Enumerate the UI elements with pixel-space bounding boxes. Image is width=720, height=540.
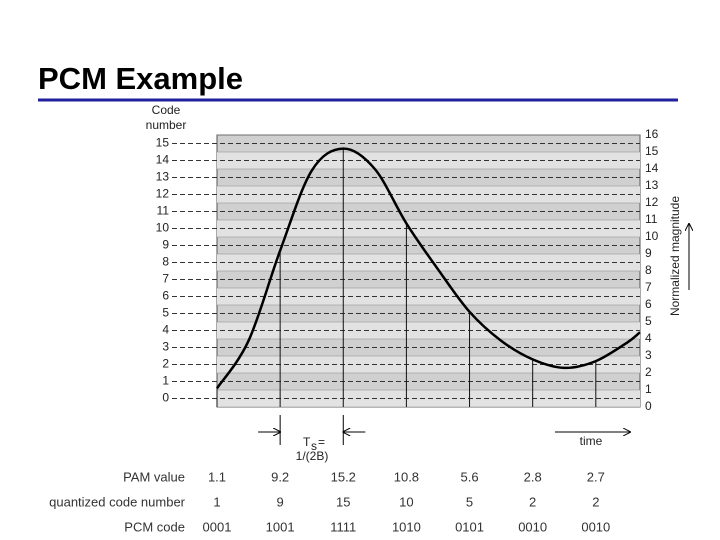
y2-tick-label: 13 <box>156 170 170 184</box>
table-cell: 1001 <box>266 519 295 534</box>
table-cell: 0010 <box>518 519 547 534</box>
table-cell: 1111 <box>330 519 356 534</box>
table-cell: 1.1 <box>208 469 226 484</box>
table-cell: 2 <box>592 494 599 509</box>
y2-tick-label: 3 <box>162 340 169 354</box>
table-cell: 0101 <box>455 519 484 534</box>
y-tick-label: 8 <box>645 263 652 277</box>
y-tick-label: 13 <box>645 178 659 192</box>
table-cell: 2.8 <box>524 469 542 484</box>
y2-axis-label: number <box>146 118 187 132</box>
y2-tick-label: 4 <box>162 323 169 337</box>
ts-equals: = <box>318 435 325 449</box>
table-cell: 15 <box>336 494 350 509</box>
ts-symbol: T <box>303 435 311 449</box>
y-tick-label: 14 <box>645 161 659 175</box>
table-cell: 5 <box>466 494 473 509</box>
row-label: PAM value <box>123 469 185 484</box>
y2-tick-label: 14 <box>156 153 170 167</box>
y2-tick-label: 9 <box>162 238 169 252</box>
y2-tick-label: 5 <box>162 306 169 320</box>
table-cell: 15.2 <box>331 469 356 484</box>
y-tick-label: 16 <box>645 127 659 141</box>
signal-curve <box>215 147 641 390</box>
y2-tick-label: 15 <box>156 136 170 150</box>
y-tick-label: 7 <box>645 280 652 294</box>
table-cell: 0001 <box>203 519 232 534</box>
y-tick-label: 15 <box>645 144 659 158</box>
y-tick-label: 0 <box>645 399 652 413</box>
time-label: time <box>580 434 603 448</box>
table-cell: 1 <box>213 494 220 509</box>
y2-tick-label: 0 <box>162 391 169 405</box>
y2-tick-label: 6 <box>162 289 169 303</box>
row-label: PCM code <box>124 519 185 534</box>
ts-subscript: s <box>311 439 317 453</box>
table-cell: 1010 <box>392 519 421 534</box>
y2-tick-label: 8 <box>162 255 169 269</box>
y2-tick-label: 11 <box>157 204 170 218</box>
table-cell: 0010 <box>581 519 610 534</box>
table-cell: 9 <box>277 494 284 509</box>
y2-axis-label: Code <box>152 103 181 117</box>
y2-tick-label: 7 <box>162 272 169 286</box>
row-label: quantized code number <box>49 494 186 509</box>
table-cell: 10 <box>399 494 413 509</box>
y-tick-label: 5 <box>645 314 652 328</box>
y2-tick-label: 10 <box>156 221 170 235</box>
y-tick-label: 2 <box>645 365 652 379</box>
y-axis-label: Normalized magnitude <box>668 196 682 316</box>
y-tick-label: 11 <box>645 212 658 226</box>
table-cell: 10.8 <box>394 469 419 484</box>
y-tick-label: 9 <box>645 246 652 260</box>
y-tick-label: 10 <box>645 229 659 243</box>
y-tick-label: 4 <box>645 331 652 345</box>
table-cell: 9.2 <box>271 469 289 484</box>
y2-tick-label: 2 <box>162 357 169 371</box>
y-tick-label: 12 <box>645 195 659 209</box>
ts-formula: 1/(2B) <box>296 449 329 463</box>
y-tick-label: 6 <box>645 297 652 311</box>
table-cell: 5.6 <box>460 469 478 484</box>
y2-tick-label: 12 <box>156 187 170 201</box>
table-cell: 2.7 <box>587 469 605 484</box>
y2-tick-label: 1 <box>162 374 169 388</box>
y-tick-label: 1 <box>645 382 652 396</box>
y-tick-label: 3 <box>645 348 652 362</box>
slide-title: PCM Example <box>38 61 243 96</box>
table-cell: 2 <box>529 494 536 509</box>
